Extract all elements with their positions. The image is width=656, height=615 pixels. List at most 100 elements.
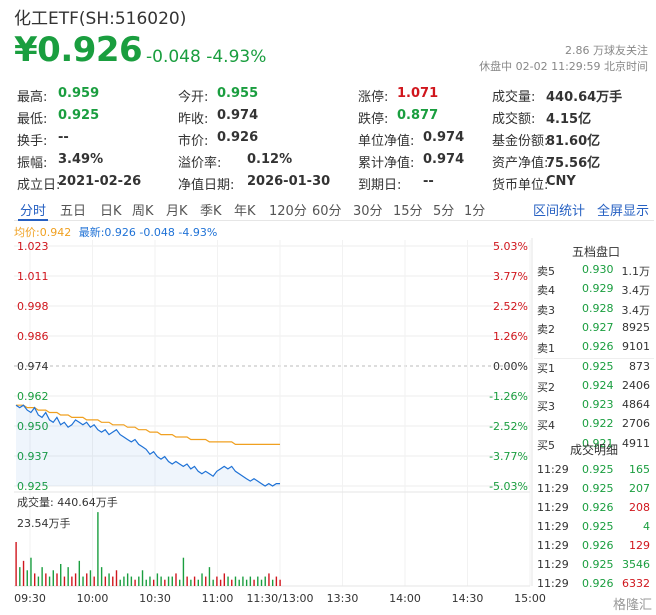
- volume-bar: [119, 579, 121, 586]
- price-line: [15, 404, 280, 487]
- trade-time: 11:29: [537, 577, 569, 590]
- orderbook-volume: 3.4万: [621, 303, 651, 317]
- quote-value: 0.974: [217, 108, 259, 123]
- volume-bar: [82, 576, 84, 586]
- quote-value: 0.955: [217, 86, 259, 101]
- tab-0[interactable]: 分时: [20, 204, 47, 219]
- y-price-tick: 0.937: [17, 450, 49, 463]
- quote-value: --: [423, 174, 434, 189]
- volume-bar: [97, 512, 99, 586]
- x-tick: 14:00: [389, 592, 421, 605]
- quote-value: 81.60亿: [546, 134, 601, 149]
- volume-bar: [201, 573, 203, 586]
- volume-bar: [271, 579, 274, 586]
- volume-bar: [56, 573, 58, 586]
- volume-bar: [100, 567, 103, 586]
- follower-count[interactable]: 2.86 万球友关注: [565, 44, 648, 57]
- volume-bar: [182, 557, 185, 586]
- trade-price: 0.925: [582, 482, 614, 495]
- quote-value: 440.64万手: [546, 90, 623, 105]
- current-price: ¥0.926: [14, 30, 143, 70]
- volume-bar: [141, 570, 144, 586]
- volume-bar: [145, 579, 147, 586]
- volume-bar: [93, 576, 95, 586]
- trade-price: 0.925: [582, 558, 614, 571]
- volume-bar: [149, 576, 151, 586]
- trade-time: 11:29: [537, 463, 569, 476]
- orderbook-level-label: 卖3: [537, 303, 555, 317]
- quote-value: 0.877: [397, 108, 439, 123]
- tab-4[interactable]: 月K: [166, 204, 188, 219]
- x-tick: 10:30: [139, 592, 171, 605]
- quote-label: 换手:: [17, 134, 48, 149]
- volume-bar: [48, 576, 51, 586]
- tab-1[interactable]: 五日: [60, 204, 87, 219]
- orderbook-volume: 8925: [622, 320, 650, 334]
- active-tab-indicator: [18, 219, 48, 221]
- orderbook-level-label: 卖2: [537, 322, 555, 336]
- volume-bar: [242, 576, 244, 586]
- volume-bar: [156, 573, 159, 586]
- fullscreen-button[interactable]: 全屏显示: [597, 204, 650, 219]
- quote-value: 0.974: [423, 130, 465, 145]
- quote-label: 市价:: [178, 134, 209, 149]
- tab-8[interactable]: 60分: [312, 204, 342, 219]
- y-pct-tick: 5.03%: [493, 240, 528, 253]
- orderbook-level-label: 买4: [537, 419, 555, 433]
- tab-6[interactable]: 年K: [234, 204, 256, 219]
- trade-time: 11:29: [537, 558, 569, 571]
- volume-bar: [268, 573, 270, 586]
- tab-11[interactable]: 5分: [433, 204, 455, 219]
- trade-volume: 208: [629, 501, 650, 514]
- volume-bar: [279, 579, 281, 586]
- change-value: -0.048: [146, 47, 201, 67]
- y-price-tick: 1.023: [17, 240, 49, 253]
- orderbook-volume: 4911: [622, 436, 650, 450]
- x-tick: 15:00: [514, 592, 546, 605]
- y-pct-tick: -5.03%: [489, 480, 528, 493]
- avg-price-line: [16, 404, 280, 445]
- tab-10[interactable]: 15分: [393, 204, 423, 219]
- y-pct-tick: 1.26%: [493, 330, 528, 343]
- volume-bar: [167, 576, 170, 586]
- trade-detail-title: 成交明细: [570, 443, 619, 457]
- volume-bar: [37, 576, 40, 586]
- tab-9[interactable]: 30分: [353, 204, 383, 219]
- volume-bar: [264, 576, 266, 586]
- trade-time: 11:29: [537, 520, 569, 533]
- volume-bar: [67, 567, 69, 586]
- volume-bar: [223, 573, 226, 586]
- quote-label: 成立日:: [17, 178, 61, 193]
- orderbook-volume: 9101: [622, 340, 650, 354]
- change-percent: -4.93%: [206, 47, 267, 67]
- quote-label: 溢价率:: [178, 156, 222, 171]
- quote-label: 单位净值:: [358, 134, 415, 149]
- quote-value: 2026-01-30: [247, 174, 331, 189]
- tab-3[interactable]: 周K: [132, 204, 154, 219]
- y-price-tick: 0.950: [17, 420, 49, 433]
- tab-5[interactable]: 季K: [200, 204, 222, 219]
- volume-bar: [238, 579, 240, 586]
- volume-bar: [26, 570, 28, 586]
- volume-bar: [33, 573, 36, 586]
- quote-value: 75.56亿: [546, 156, 601, 171]
- volume-bar: [260, 579, 263, 586]
- orderbook-level-label: 卖5: [537, 265, 555, 278]
- interval-stats-button[interactable]: 区间统计: [533, 204, 586, 219]
- tab-7[interactable]: 120分: [269, 204, 307, 219]
- volume-bar: [74, 573, 77, 586]
- volume-bar: [208, 567, 211, 586]
- volume-bar: [30, 557, 32, 586]
- volume-bar: [78, 560, 81, 586]
- tab-12[interactable]: 1分: [464, 204, 486, 219]
- trade-volume: 129: [629, 539, 650, 552]
- tab-2[interactable]: 日K: [100, 204, 122, 219]
- y-price-tick: 1.011: [17, 270, 49, 283]
- trade-price: 0.925: [582, 520, 614, 533]
- volume-bar: [152, 579, 155, 586]
- volume-bar: [115, 570, 118, 586]
- trade-time: 11:29: [537, 482, 569, 495]
- volume-bar: [104, 576, 107, 586]
- trade-time: 11:29: [537, 501, 569, 514]
